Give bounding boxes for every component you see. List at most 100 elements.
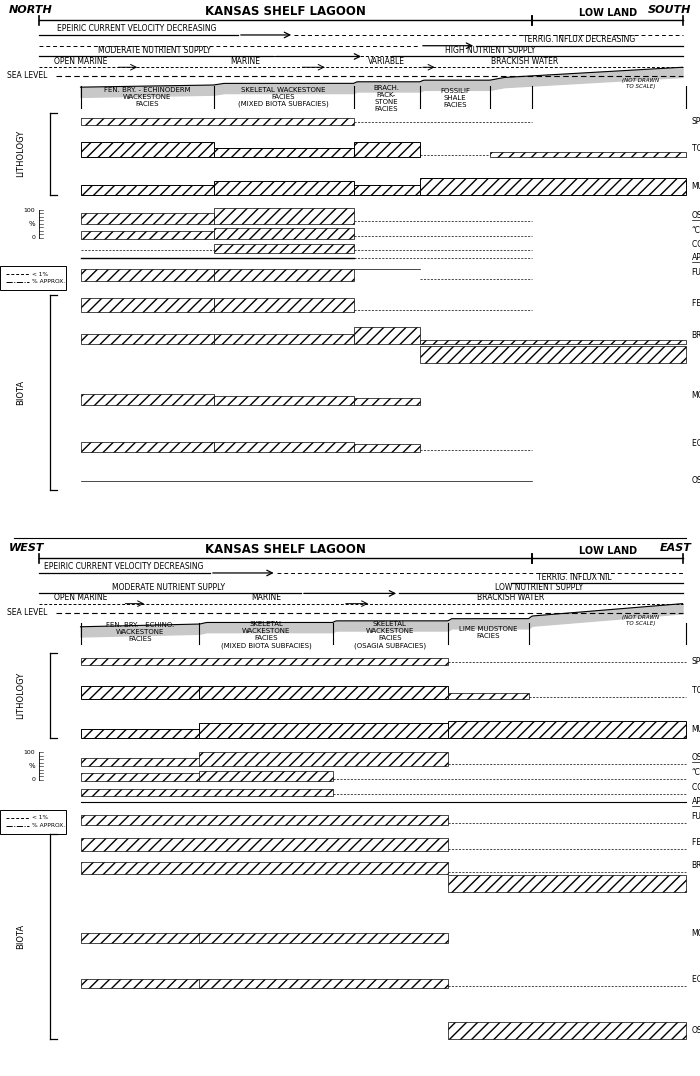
Text: EPEIRIC CURRENT VELOCITY DECREASING: EPEIRIC CURRENT VELOCITY DECREASING	[57, 25, 216, 33]
Text: LITHOLOGY: LITHOLOGY	[17, 672, 25, 719]
Bar	[214, 209, 354, 224]
Bar	[80, 185, 214, 195]
Text: ECHINODERM PLS. & CLS.: ECHINODERM PLS. & CLS.	[692, 975, 700, 985]
Text: “CRYPTOZOÖN”: “CRYPTOZOÖN”	[692, 226, 700, 235]
Bar	[214, 298, 354, 312]
Bar	[199, 752, 448, 766]
Bar	[354, 398, 420, 405]
Text: TERRIG. INFLUX NIL: TERRIG. INFLUX NIL	[537, 572, 611, 581]
Text: MARINE: MARINE	[230, 57, 260, 66]
Bar	[80, 816, 448, 824]
Text: SPAR: SPAR	[692, 657, 700, 666]
Bar	[80, 933, 200, 943]
Bar	[420, 346, 686, 364]
Text: LOW LAND: LOW LAND	[578, 9, 637, 18]
Text: FUSULINIDS: FUSULINIDS	[692, 811, 700, 821]
Text: SPAR: SPAR	[692, 117, 700, 126]
Bar	[80, 790, 332, 796]
FancyBboxPatch shape	[0, 266, 66, 289]
Text: VARIABLE: VARIABLE	[368, 57, 405, 66]
Text: KANSAS SHELF LAGOON: KANSAS SHELF LAGOON	[205, 5, 366, 18]
Text: LIME MUDSTONE
FACIES: LIME MUDSTONE FACIES	[458, 626, 517, 639]
Text: (NOT DRAWN
TO SCALE): (NOT DRAWN TO SCALE)	[622, 79, 659, 89]
Text: ECHINODERM PLS. & CLS.: ECHINODERM PLS. & CLS.	[692, 439, 700, 448]
Text: MUD: MUD	[692, 182, 700, 190]
Text: COD. & DASY. ALGAE: COD. & DASY. ALGAE	[692, 240, 700, 249]
Bar	[80, 231, 214, 239]
Text: FEN. BRY. - ECHINO.
WACKESTONE
FACIES: FEN. BRY. - ECHINO. WACKESTONE FACIES	[106, 622, 174, 641]
Bar	[80, 862, 448, 874]
Text: %: %	[29, 763, 35, 769]
Text: BRACHIOPODS: BRACHIOPODS	[692, 331, 700, 340]
Text: MODERATE NUTRIENT SUPPLY: MODERATE NUTRIENT SUPPLY	[97, 46, 211, 55]
Bar	[420, 178, 686, 195]
Text: NORTH: NORTH	[8, 5, 52, 15]
Bar	[80, 838, 448, 851]
Bar	[214, 442, 354, 452]
Text: % APPROX.: % APPROX.	[32, 823, 65, 829]
Text: SOUTH: SOUTH	[648, 5, 692, 15]
Bar	[354, 327, 420, 344]
Text: FOSSILIF
SHALE
FACIES: FOSSILIF SHALE FACIES	[440, 88, 470, 108]
Text: LOW LAND: LOW LAND	[578, 547, 637, 556]
Text: FUSULINIDS: FUSULINIDS	[692, 268, 700, 277]
Bar	[199, 686, 448, 699]
Bar	[80, 213, 214, 224]
Bar	[80, 441, 214, 452]
Text: BRACKISH WATER: BRACKISH WATER	[491, 57, 559, 66]
Bar	[80, 774, 200, 781]
Bar	[80, 298, 214, 312]
Text: BRACHIOPODS: BRACHIOPODS	[692, 861, 700, 870]
FancyBboxPatch shape	[0, 810, 66, 834]
Text: SKELETAL
WACKESTONE
FACIES
(MIXED BIOTA SUBFACIES): SKELETAL WACKESTONE FACIES (MIXED BIOTA …	[220, 621, 312, 649]
Text: MODERATE NUTRIENT SUPPLY: MODERATE NUTRIENT SUPPLY	[111, 583, 225, 592]
Text: EPEIRIC CURRENT VELOCITY DECREASING: EPEIRIC CURRENT VELOCITY DECREASING	[44, 563, 204, 571]
Bar	[80, 728, 200, 738]
Text: WEST: WEST	[8, 543, 44, 553]
Bar	[448, 721, 686, 738]
Text: % APPROX.: % APPROX.	[32, 279, 65, 284]
Bar	[420, 340, 686, 344]
Bar	[214, 147, 354, 157]
Bar	[80, 142, 214, 157]
Text: SKELETAL WACKESTONE
FACIES
(MIXED BIOTA SUBFACIES): SKELETAL WACKESTONE FACIES (MIXED BIOTA …	[238, 86, 329, 108]
Text: 0: 0	[31, 235, 35, 240]
Bar	[354, 142, 420, 157]
Bar	[354, 444, 420, 452]
Text: OPEN MARINE: OPEN MARINE	[54, 57, 107, 66]
Text: BRACKISH WATER: BRACKISH WATER	[477, 593, 545, 603]
Bar	[199, 770, 332, 781]
Text: SEA LEVEL: SEA LEVEL	[7, 608, 48, 617]
Text: OSTRACODES: OSTRACODES	[692, 477, 700, 485]
Text: 0: 0	[31, 777, 35, 782]
Text: TOTAL SKELETAL: TOTAL SKELETAL	[692, 144, 700, 153]
Text: LOW NUTRIENT SUPPLY: LOW NUTRIENT SUPPLY	[495, 583, 583, 592]
Bar	[80, 686, 200, 699]
Text: COD. & DASY. ALGAE: COD. & DASY. ALGAE	[692, 783, 700, 792]
Bar	[448, 875, 686, 892]
Bar	[214, 181, 354, 195]
Text: FENESTRATE BRY.: FENESTRATE BRY.	[692, 838, 700, 847]
Bar	[214, 334, 354, 344]
Bar	[80, 979, 200, 988]
Bar	[80, 659, 448, 665]
Text: OPEN MARINE: OPEN MARINE	[54, 593, 107, 603]
Bar	[214, 396, 354, 405]
Bar	[80, 269, 214, 281]
Text: HIGH NUTRIENT SUPPLY: HIGH NUTRIENT SUPPLY	[444, 46, 536, 55]
Text: TOTAL SKELETAL: TOTAL SKELETAL	[692, 686, 700, 695]
Text: < 1%: < 1%	[32, 816, 48, 821]
Text: APTERRINELLA: APTERRINELLA	[692, 797, 700, 806]
Bar	[214, 269, 354, 281]
Bar	[80, 334, 214, 344]
Text: < 1%: < 1%	[32, 271, 48, 277]
Text: KANSAS SHELF LAGOON: KANSAS SHELF LAGOON	[205, 543, 366, 556]
Text: OSTRACODES: OSTRACODES	[692, 1027, 700, 1035]
Text: OSAGIA: OSAGIA	[692, 753, 700, 762]
Text: TERRIG. INFLUX DECREASING: TERRIG. INFLUX DECREASING	[524, 36, 636, 44]
Bar	[80, 118, 354, 125]
Text: 100: 100	[23, 750, 35, 755]
Text: FEN. BRY. - ECHINODERM
WACKESTONE
FACIES: FEN. BRY. - ECHINODERM WACKESTONE FACIES	[104, 87, 190, 107]
Bar	[80, 759, 200, 766]
Text: 100: 100	[23, 208, 35, 213]
